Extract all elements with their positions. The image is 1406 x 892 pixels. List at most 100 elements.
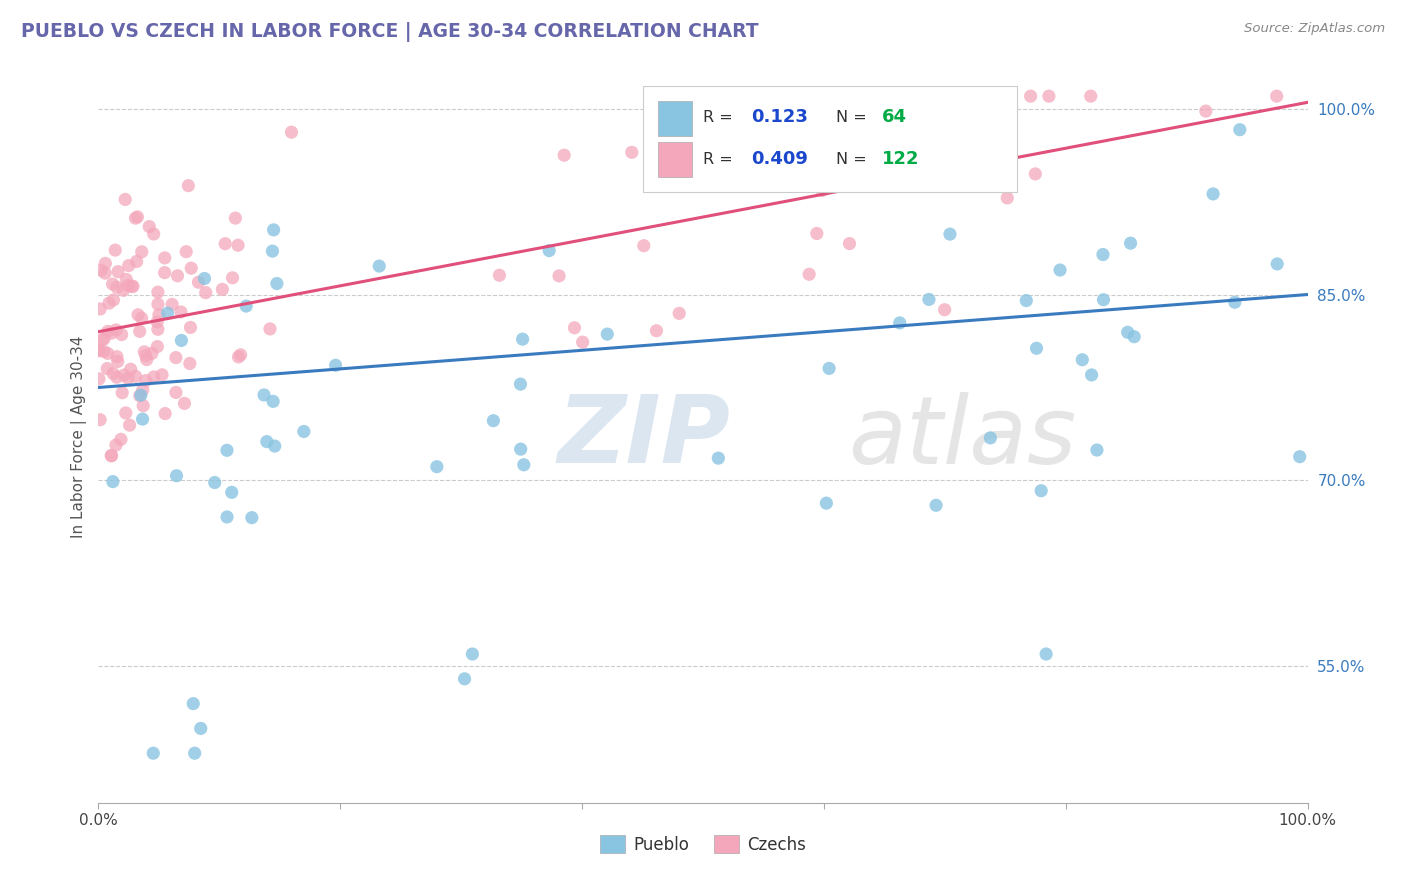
Point	[426, 459, 449, 474]
Point	[221, 485, 243, 500]
Point	[87, 372, 110, 386]
Point	[806, 227, 828, 241]
Point	[104, 323, 127, 337]
Point	[224, 211, 246, 226]
Point	[121, 279, 143, 293]
Point	[94, 256, 117, 270]
Point	[262, 244, 284, 259]
Point	[811, 184, 834, 198]
Point	[859, 175, 882, 189]
Point	[512, 332, 534, 346]
Point	[131, 412, 153, 426]
Point	[94, 266, 117, 280]
Point	[150, 368, 173, 382]
Point	[1229, 122, 1251, 136]
Point	[1091, 247, 1114, 261]
Point	[105, 350, 128, 364]
Point	[131, 311, 153, 326]
Point	[183, 746, 205, 760]
Point	[146, 297, 169, 311]
Point	[97, 346, 120, 360]
Point	[838, 236, 860, 251]
Point	[107, 354, 129, 368]
Text: 0.123: 0.123	[751, 109, 808, 127]
Point	[1265, 89, 1288, 103]
Point	[142, 746, 165, 760]
Text: atlas: atlas	[848, 392, 1077, 483]
Point	[90, 263, 112, 277]
Point	[571, 335, 593, 350]
FancyBboxPatch shape	[643, 86, 1018, 192]
Point	[939, 227, 962, 241]
Point	[118, 259, 141, 273]
Point	[166, 268, 188, 283]
Point	[1038, 89, 1060, 103]
Point	[104, 243, 127, 257]
Point	[142, 227, 165, 241]
Point	[138, 219, 160, 234]
Point	[156, 306, 179, 320]
Point	[1080, 368, 1102, 382]
Point	[259, 322, 281, 336]
Point	[153, 251, 176, 265]
Point	[96, 361, 118, 376]
Point	[747, 120, 769, 135]
Text: R =: R =	[703, 152, 738, 167]
Bar	[658, 101, 692, 136]
Point	[128, 325, 150, 339]
Point	[889, 316, 911, 330]
Point	[513, 458, 536, 472]
Point	[146, 285, 169, 300]
Point	[146, 322, 169, 336]
Point	[228, 350, 250, 364]
Point	[181, 697, 204, 711]
Legend: Pueblo, Czechs: Pueblo, Czechs	[593, 829, 813, 860]
Point	[266, 277, 288, 291]
Point	[240, 510, 263, 524]
Point	[980, 89, 1002, 103]
Point	[170, 305, 193, 319]
Point	[170, 334, 193, 348]
Text: 64: 64	[882, 109, 907, 127]
Point	[482, 414, 505, 428]
Point	[256, 434, 278, 449]
Point	[117, 278, 139, 293]
Point	[253, 388, 276, 402]
Point	[134, 344, 156, 359]
Point	[1031, 483, 1053, 498]
Point	[132, 399, 155, 413]
Point	[114, 193, 136, 207]
Point	[104, 438, 127, 452]
Point	[101, 475, 124, 489]
Point	[488, 268, 510, 283]
Point	[633, 238, 655, 252]
Point	[229, 348, 252, 362]
Point	[179, 356, 201, 370]
Point	[100, 326, 122, 340]
Point	[100, 449, 122, 463]
Point	[110, 327, 132, 342]
Point	[1195, 104, 1218, 119]
Point	[934, 302, 956, 317]
Point	[124, 211, 146, 226]
Point	[1223, 295, 1246, 310]
Point	[509, 377, 531, 392]
Point	[135, 349, 157, 363]
Point	[117, 371, 139, 385]
Point	[262, 394, 284, 409]
Point	[105, 280, 128, 294]
Point	[280, 125, 302, 139]
Text: N =: N =	[837, 152, 872, 167]
Point	[1288, 450, 1310, 464]
Point	[105, 370, 128, 384]
Point	[596, 327, 619, 342]
Point	[118, 418, 141, 433]
Point	[1085, 443, 1108, 458]
Point	[98, 296, 121, 310]
Point	[174, 244, 197, 259]
Point	[180, 261, 202, 276]
Point	[194, 285, 217, 300]
Point	[553, 148, 575, 162]
Point	[89, 301, 111, 316]
Point	[160, 297, 183, 311]
